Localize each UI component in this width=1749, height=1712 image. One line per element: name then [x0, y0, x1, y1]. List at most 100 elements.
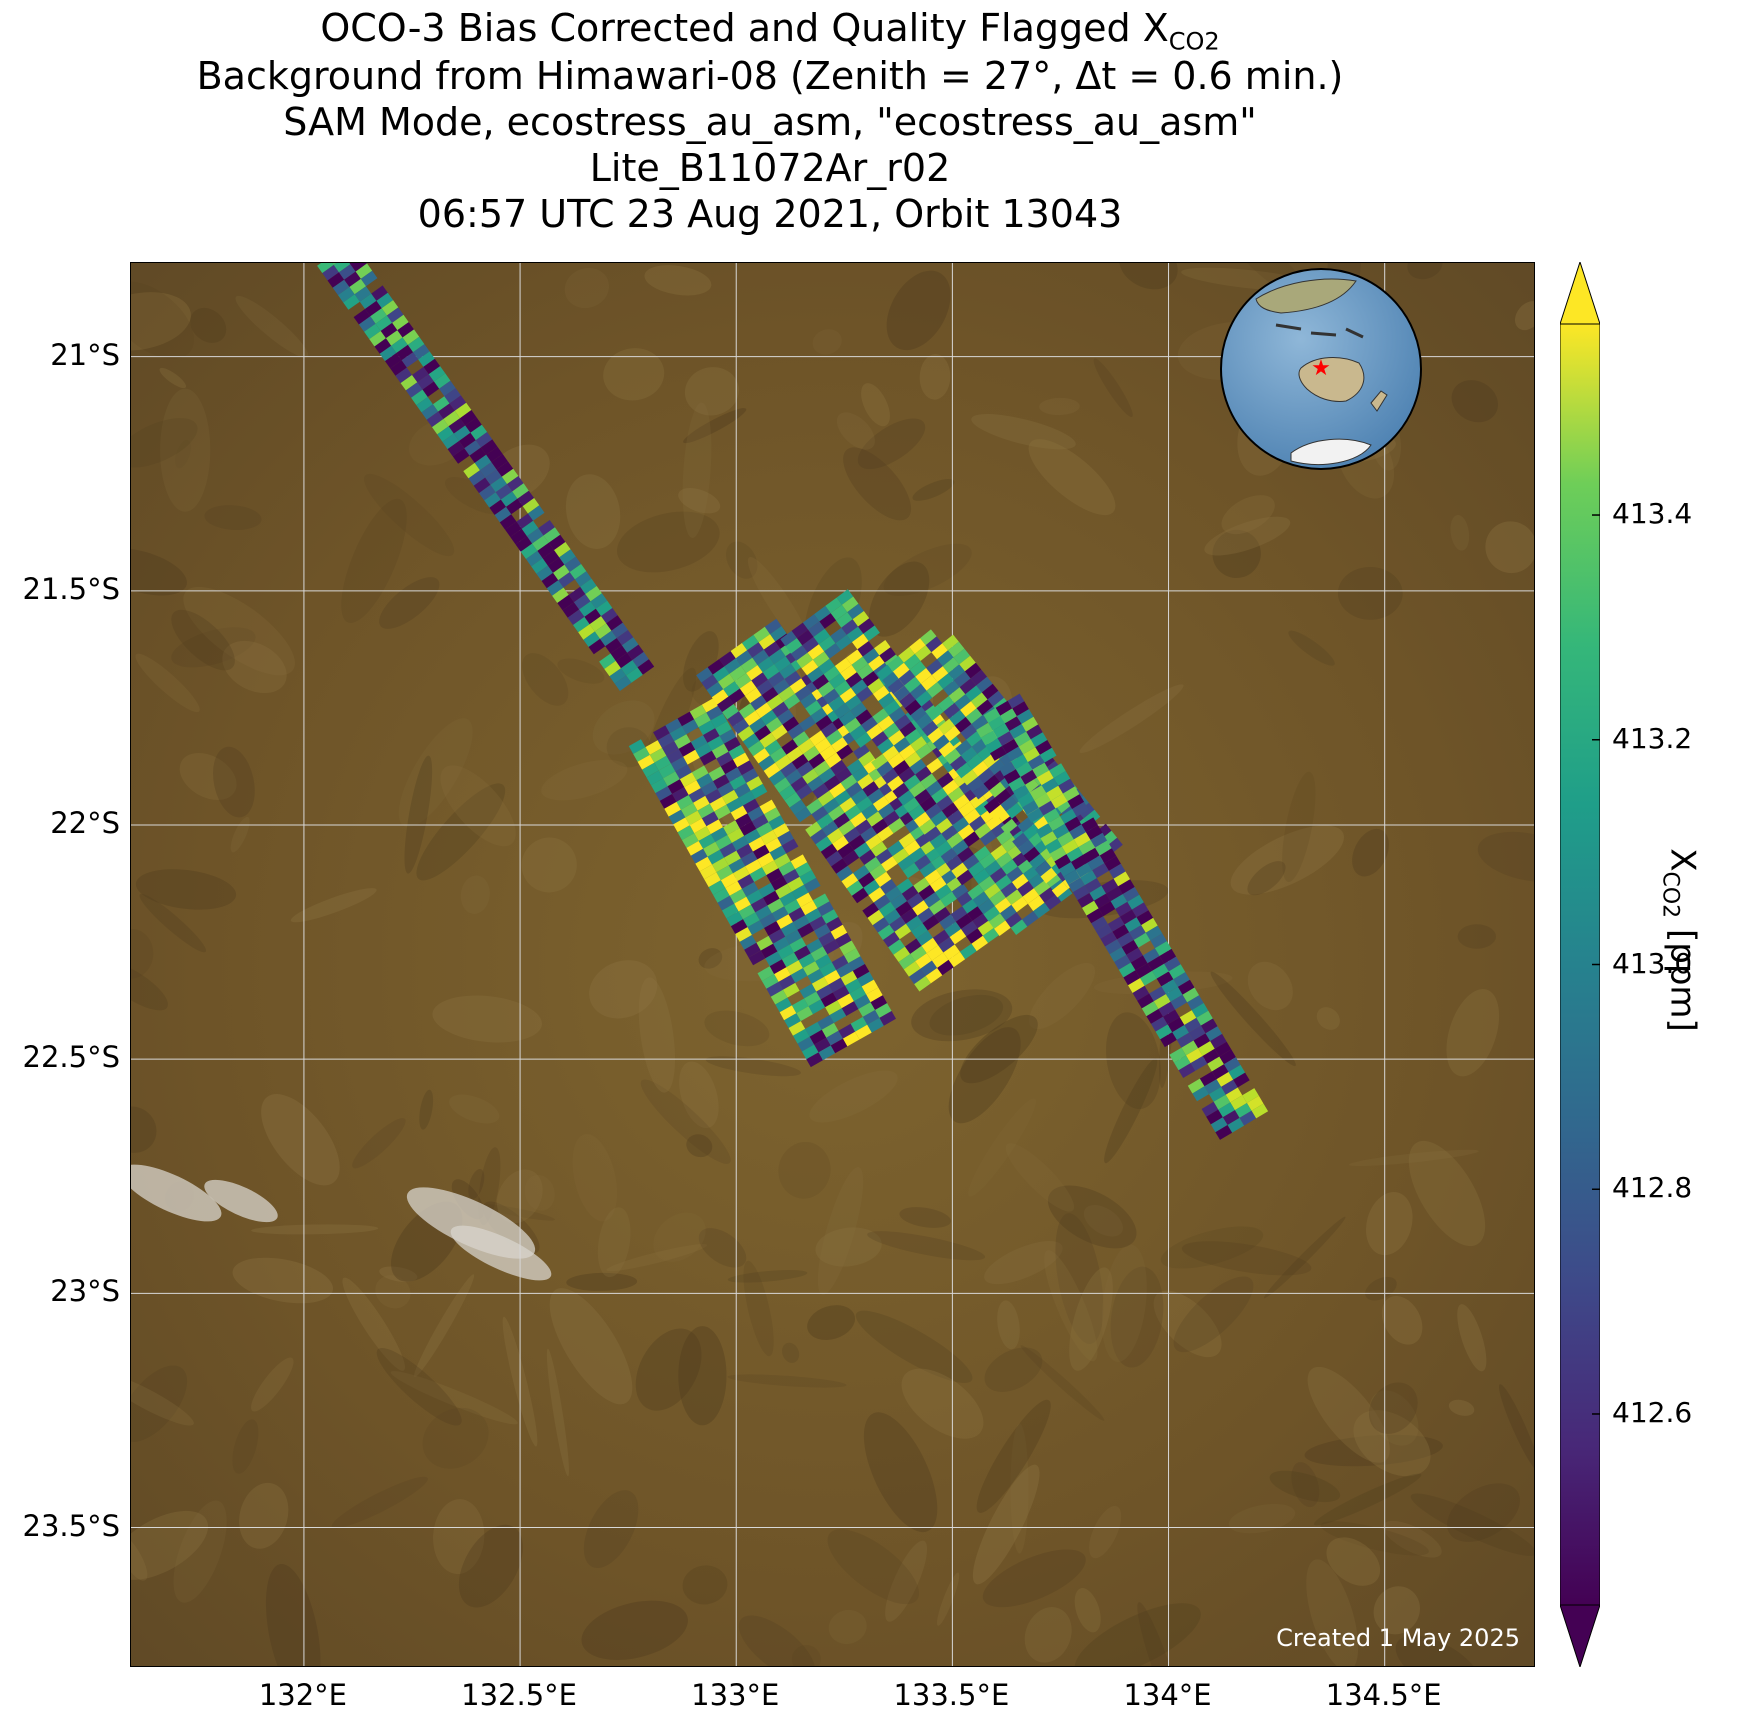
map-panel[interactable]: ★ Created 1 May 2025 — [130, 262, 1535, 1667]
sounding-pixel — [1210, 1117, 1228, 1133]
sounding-pixel — [878, 803, 895, 819]
sounding-pixel — [769, 959, 787, 975]
sounding-pixel — [745, 859, 762, 875]
terrain-patch — [1304, 1434, 1443, 1467]
sounding-pixel — [562, 602, 580, 618]
lat-tick-label: 21.5°S — [22, 571, 120, 606]
sounding-pixel — [769, 648, 786, 665]
sounding-pixel — [768, 815, 785, 830]
sounding-pixel — [788, 1021, 806, 1036]
sounding-pixel — [769, 747, 787, 763]
sounding-pixel — [757, 657, 775, 673]
sounding-pixel — [796, 761, 814, 777]
sounding-pixel — [1200, 1018, 1218, 1034]
sounding-pixel — [847, 603, 864, 620]
sounding-pixel — [505, 521, 522, 537]
terrain-patch — [458, 1524, 523, 1608]
sounding-pixel — [785, 929, 802, 945]
sounding-pixel — [774, 777, 791, 793]
sounding-pixel — [1000, 818, 1018, 835]
sounding-pixel — [773, 679, 790, 695]
sounding-pixel — [947, 641, 965, 658]
sounding-pixel — [842, 850, 860, 866]
sounding-pixel — [996, 829, 1013, 845]
sounding-pixel — [578, 624, 595, 640]
sounding-pixel — [506, 498, 523, 515]
sounding-pixel — [788, 907, 806, 923]
terrain-patch — [1204, 516, 1291, 556]
terrain-patch — [682, 1565, 728, 1605]
sounding-pixel — [994, 920, 1011, 936]
terrain-patch — [1093, 358, 1133, 418]
sounding-pixel — [1172, 1025, 1189, 1040]
sounding-pixel — [1106, 886, 1123, 902]
sounding-pixel — [839, 940, 857, 956]
asia-shape — [1255, 278, 1357, 314]
terrain-patch — [135, 869, 237, 910]
sounding-pixel — [783, 693, 801, 710]
terrain-patch — [1288, 630, 1335, 666]
sounding-pixel — [818, 1045, 836, 1061]
sounding-pixel — [920, 675, 938, 691]
sounding-pixel — [1063, 869, 1081, 885]
sounding-pixel — [495, 484, 513, 500]
sounding-pixel — [709, 796, 727, 812]
terrain-patch — [678, 487, 721, 514]
sounding-pixel — [1017, 839, 1035, 856]
sounding-pixel — [433, 373, 451, 389]
sounding-pixel — [496, 461, 514, 477]
sounding-pixel — [542, 550, 560, 566]
sounding-pixel — [728, 744, 746, 760]
sounding-pixel — [798, 953, 816, 969]
sounding-pixel — [1109, 947, 1127, 962]
sounding-pixel — [823, 775, 841, 791]
terrain-patch — [1055, 1213, 1104, 1344]
sounding-pixel — [992, 723, 1010, 739]
sounding-pixel — [736, 843, 753, 859]
terrain-patch — [1395, 1635, 1481, 1666]
sounding-pixel — [849, 986, 867, 1002]
sounding-pixel — [1005, 889, 1023, 905]
sounding-pixel — [1211, 1064, 1229, 1080]
sounding-pixel — [748, 740, 765, 757]
sounding-pixel — [1176, 1032, 1194, 1048]
sounding-pixel — [955, 762, 973, 779]
sounding-pixel — [381, 300, 399, 316]
sounding-pixel — [976, 722, 993, 738]
sounding-pixel — [727, 828, 745, 843]
sounding-pixel — [760, 943, 778, 959]
sounding-pixel — [858, 751, 875, 767]
sounding-pixel — [552, 587, 569, 603]
sounding-pixel — [934, 907, 951, 923]
terrain-patch — [131, 1373, 194, 1426]
sounding-pixel — [468, 470, 486, 486]
sounding-pixel — [801, 1044, 819, 1060]
sounding-pixel — [765, 951, 782, 967]
sounding-pixel — [585, 586, 602, 602]
sounding-pixel — [871, 731, 889, 747]
sounding-pixel — [732, 718, 750, 735]
sounding-pixel — [900, 908, 918, 924]
sounding-pixel — [1078, 840, 1096, 855]
map-svg: ★ — [131, 263, 1534, 1666]
sounding-pixel — [703, 841, 720, 857]
sounding-pixel — [611, 622, 628, 639]
sounding-pixel — [989, 890, 1006, 906]
sounding-pixel — [1022, 888, 1040, 904]
sounding-pixel — [797, 1036, 815, 1052]
sounding-pixel — [1008, 777, 1025, 792]
terrain-patch — [678, 1326, 727, 1426]
sounding-pixel — [780, 762, 797, 778]
sounding-pixel — [332, 263, 337, 265]
sounding-pixel — [903, 961, 921, 977]
sounding-pixel — [835, 932, 852, 948]
sounding-pixel — [580, 578, 597, 595]
sounding-pixel — [903, 654, 921, 670]
sounding-pixel — [964, 662, 982, 679]
sounding-pixel — [1046, 785, 1063, 801]
sounding-pixel — [465, 417, 482, 433]
sounding-pixel — [841, 873, 859, 889]
sounding-pixel — [369, 331, 386, 347]
sounding-pixel — [931, 952, 949, 968]
terrain-patch — [331, 1476, 428, 1529]
